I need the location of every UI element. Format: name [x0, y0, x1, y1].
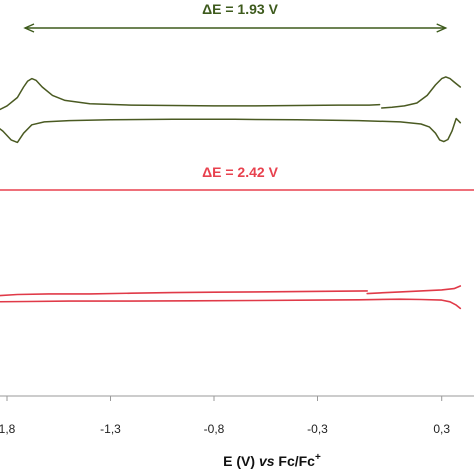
series-segment: [0, 298, 462, 310]
series-line: [0, 76, 462, 144]
plot-area: [0, 76, 462, 310]
series-line: [0, 285, 462, 310]
x-tick-label: 1,8: [0, 422, 16, 436]
series-segment: [0, 117, 462, 144]
series-segment: [0, 290, 368, 297]
delta-e-annotations: ΔE = 1.93 V ΔE = 2.42 V: [0, 1, 474, 191]
arrowhead-left: [23, 23, 35, 33]
x-tick-label: -1,3: [100, 422, 121, 436]
delta-e-label: ΔE = 2.42 V: [202, 164, 278, 180]
arrowhead-right: [436, 23, 448, 33]
delta-e-annotation: ΔE = 2.42 V: [0, 164, 474, 191]
x-axis-title: E (V) vs Fc/Fc+: [223, 452, 321, 469]
x-tick-label: -0,3: [307, 422, 328, 436]
delta-e-annotation: ΔE = 1.93 V: [23, 1, 448, 33]
series-segment: [380, 76, 462, 109]
delta-e-label: ΔE = 1.93 V: [202, 1, 278, 17]
x-tick-label: -0,8: [204, 422, 225, 436]
series-segment: [0, 77, 381, 111]
x-tick-label: 0,3: [433, 422, 450, 436]
series-segment: [366, 285, 462, 295]
x-axis: 1,8 -1,3 -0,8 -0,3 0,3: [0, 395, 474, 436]
